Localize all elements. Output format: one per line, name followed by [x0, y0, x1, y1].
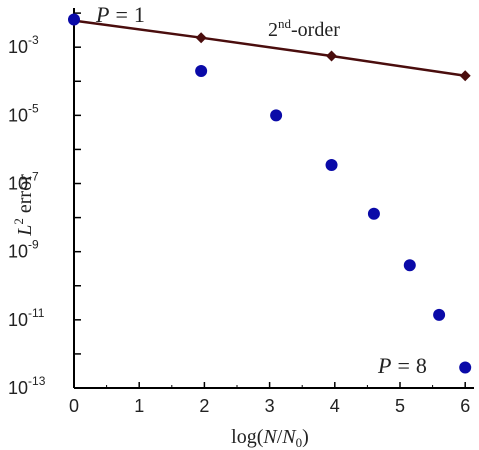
x-tick-label: 4: [330, 396, 340, 416]
axes: [73, 8, 474, 389]
diamond-marker: [195, 32, 207, 44]
data-point: [403, 259, 416, 272]
data-point: [367, 207, 380, 220]
data-marks: [68, 13, 472, 374]
y-axis-label: L2 error: [11, 174, 36, 237]
y-tick-label: 10-5: [8, 101, 39, 125]
x-tick-label: 6: [460, 396, 470, 416]
x-tick-label: 5: [395, 396, 405, 416]
y-ticks: 10-3 10-5 10-7 10-9 10-11 10-13: [8, 12, 81, 398]
data-point: [270, 109, 283, 122]
diamond-marker: [326, 50, 338, 62]
data-point: [325, 158, 338, 171]
y-tick-label: 10-3: [8, 33, 39, 57]
y-tick-label: 10-13: [8, 374, 46, 398]
annotation-p8: P = 8: [377, 353, 427, 378]
y-tick-label: 10-9: [8, 238, 39, 262]
x-tick-label: 0: [69, 396, 79, 416]
x-tick-label: 1: [134, 396, 144, 416]
x-ticks: 0 1 2 3 4 5 6: [69, 382, 470, 416]
annotation-p1: P = 1: [95, 2, 145, 27]
x-axis-label: log(N/N0): [231, 426, 309, 450]
diamond-marker: [459, 70, 471, 82]
annotation-2nd-order: 2nd-order: [268, 16, 340, 41]
x-tick-label: 2: [199, 396, 209, 416]
data-point: [68, 13, 80, 26]
data-point: [433, 308, 446, 321]
y-tick-label: 10-7: [8, 170, 39, 194]
data-point: [459, 361, 472, 374]
y-tick-label: 10-11: [8, 306, 45, 330]
series-line-2nd-order: [73, 19, 466, 78]
data-point: [195, 65, 208, 78]
x-tick-label: 3: [265, 396, 275, 416]
